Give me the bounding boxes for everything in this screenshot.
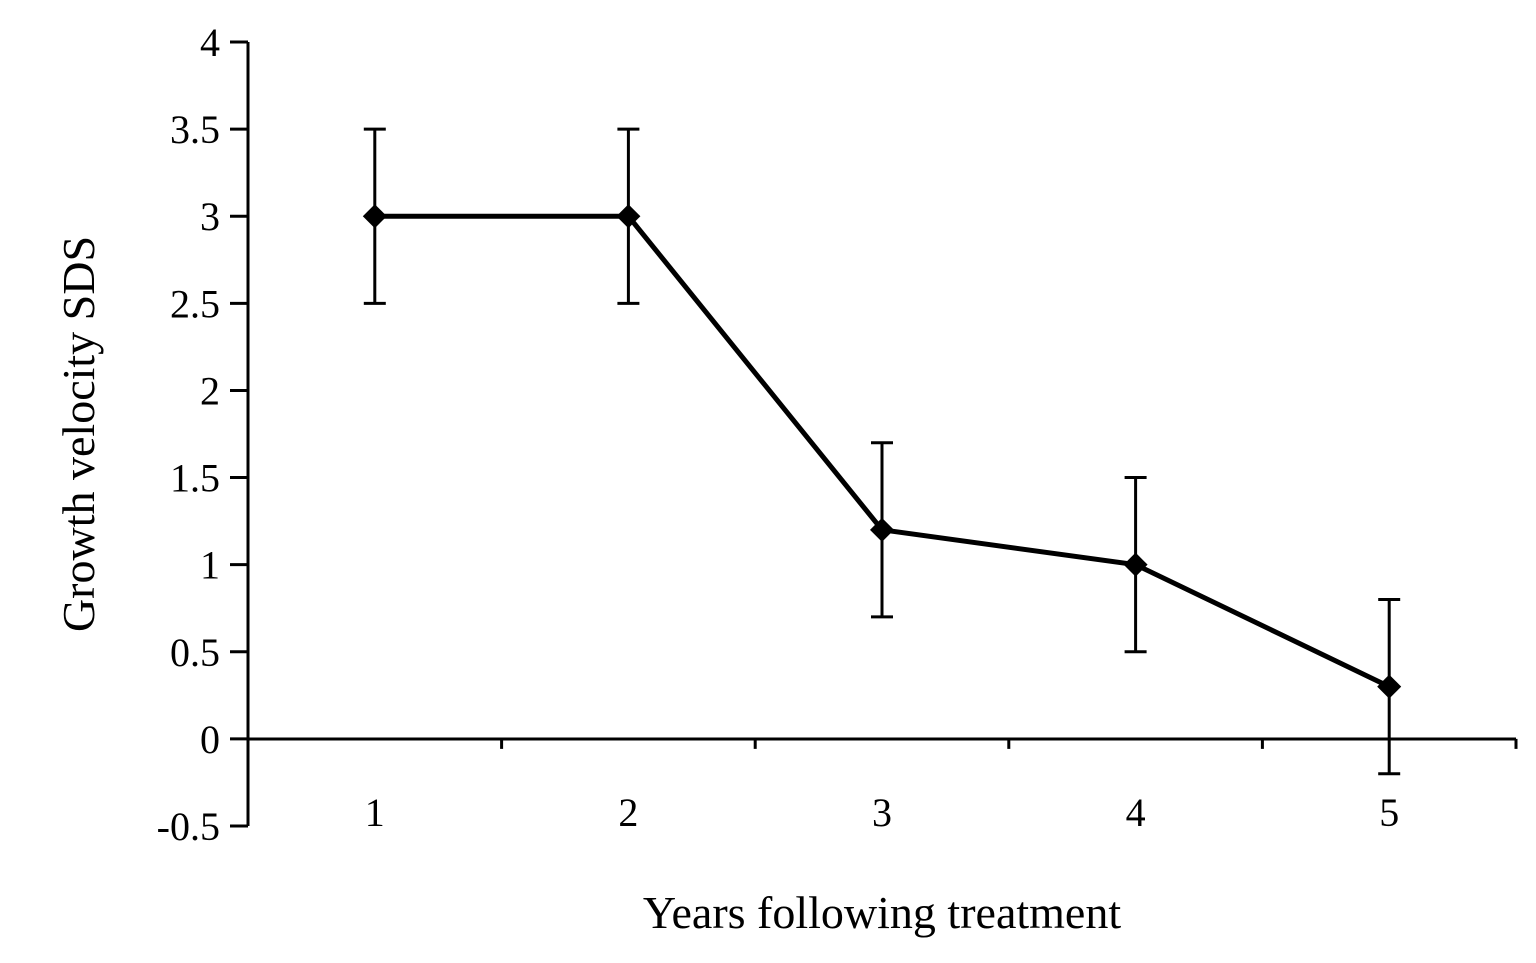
data-point [362, 204, 387, 229]
y-tick-label: -0.5 [157, 804, 220, 849]
x-axis-title: Years following treatment [643, 887, 1121, 938]
x-tick-label: 2 [618, 790, 638, 835]
data-point [1377, 674, 1402, 699]
y-tick-label: 3 [200, 194, 220, 239]
x-tick-label: 5 [1379, 790, 1399, 835]
series-layer [362, 127, 1402, 776]
x-axis: 1 2 3 4 5 [248, 737, 1518, 835]
x-tick-label: 1 [365, 790, 385, 835]
y-tick-label: 1 [200, 543, 220, 588]
x-axis-ticks: 1 2 3 4 5 [365, 738, 1518, 835]
x-tick-label: 3 [872, 790, 892, 835]
y-tick-label: 2.5 [170, 281, 220, 326]
y-tick-label: 0 [200, 717, 220, 762]
data-point [1123, 552, 1148, 577]
y-axis: -0.5 0 0.5 1 1.5 2 2.5 3 3.5 4 [157, 20, 250, 849]
y-tick-label: 0.5 [170, 630, 220, 675]
y-tick-label: 3.5 [170, 107, 220, 152]
y-tick-label: 2 [200, 368, 220, 413]
y-tick-label: 1.5 [170, 456, 220, 501]
data-point [870, 517, 894, 542]
y-tick-label: 4 [200, 20, 220, 65]
x-tick-label: 4 [1126, 790, 1146, 835]
data-point [616, 204, 641, 229]
y-axis-title: Growth velocity SDS [53, 236, 104, 632]
y-axis-ticks: -0.5 0 0.5 1 1.5 2 2.5 3 3.5 4 [157, 20, 248, 849]
